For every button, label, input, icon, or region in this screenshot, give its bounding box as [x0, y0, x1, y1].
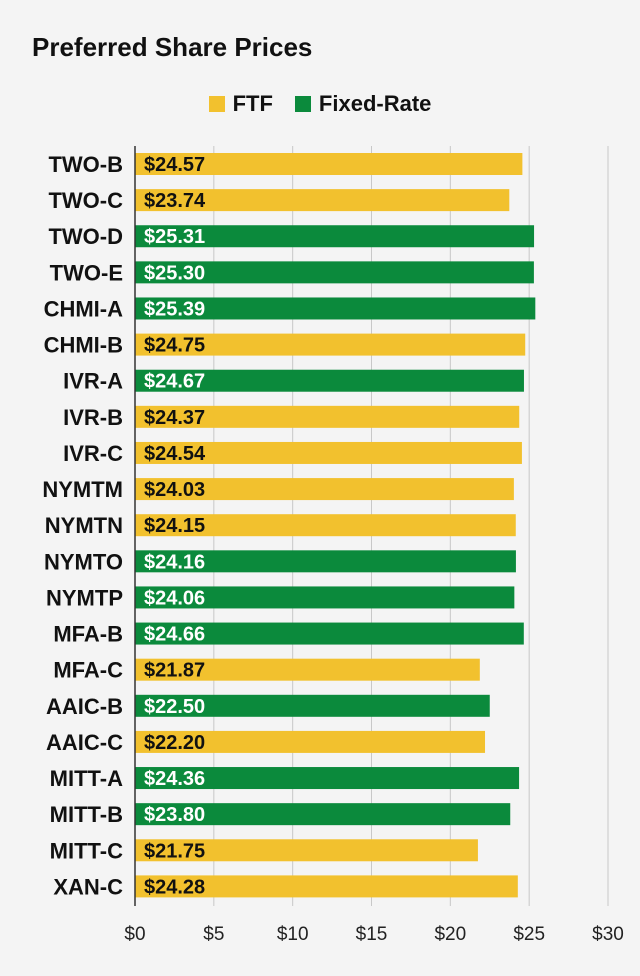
x-tick-label-30: $30 — [592, 924, 624, 945]
value-label-aaic-b: $22.50 — [144, 696, 205, 718]
legend-item-ftf: FTF — [208, 91, 273, 117]
category-label-mfa-b: MFA-B — [53, 622, 123, 647]
category-label-mitt-b: MITT-B — [50, 802, 123, 827]
bar-chmi-b — [135, 333, 526, 356]
value-label-aaic-c: $22.20 — [144, 732, 205, 754]
value-label-nymtn: $24.15 — [144, 515, 205, 537]
bar-ivr-a — [135, 369, 524, 392]
x-tick-label-15: $15 — [356, 924, 388, 945]
category-label-xan-c: XAN-C — [53, 874, 123, 899]
value-label-xan-c: $24.28 — [144, 876, 205, 898]
value-label-mitt-c: $21.75 — [144, 840, 205, 862]
value-label-two-d: $25.31 — [144, 226, 205, 248]
x-tick-label-0: $0 — [124, 924, 145, 945]
bar-xan-c — [135, 875, 518, 898]
category-label-ivr-c: IVR-C — [63, 441, 123, 466]
bar-chmi-a — [135, 297, 536, 320]
category-label-nymtm: NYMTM — [42, 477, 123, 502]
category-label-chmi-a: CHMI-A — [44, 296, 124, 321]
x-tick-label-5: $5 — [203, 924, 224, 945]
category-label-mitt-a: MITT-A — [50, 766, 123, 791]
legend-label-ftf: FTF — [232, 91, 273, 116]
value-label-two-e: $25.30 — [144, 262, 205, 284]
bar-nymtm — [135, 478, 514, 501]
x-tick-label-10: $10 — [277, 924, 309, 945]
bar-mfa-b — [135, 622, 524, 645]
category-label-nymtn: NYMTN — [45, 513, 123, 538]
value-label-two-b: $24.57 — [144, 154, 205, 176]
category-label-chmi-b: CHMI-B — [44, 333, 123, 358]
value-label-ivr-b: $24.37 — [144, 407, 205, 429]
legend-item-fixed-rate: Fixed-Rate — [294, 91, 432, 117]
chart-title: Preferred Share Prices — [32, 32, 313, 62]
category-label-two-d: TWO-D — [48, 224, 123, 249]
bar-ivr-c — [135, 441, 522, 464]
legend: FTF Fixed-Rate — [0, 90, 640, 118]
bar-nymtp — [135, 586, 515, 609]
category-label-nymtp: NYMTP — [46, 585, 123, 610]
category-label-ivr-a: IVR-A — [63, 369, 123, 394]
category-label-ivr-b: IVR-B — [63, 405, 123, 430]
value-label-two-c: $23.74 — [144, 190, 206, 212]
value-label-mfa-b: $24.66 — [144, 624, 205, 646]
bar-ivr-b — [135, 405, 520, 428]
value-label-ivr-a: $24.67 — [144, 371, 205, 393]
legend-swatch-fixed-rate — [294, 96, 311, 112]
value-label-nymtp: $24.06 — [144, 587, 205, 609]
value-label-chmi-b: $24.75 — [144, 335, 205, 357]
category-label-two-c: TWO-C — [48, 188, 123, 213]
value-label-nymtm: $24.03 — [144, 479, 205, 501]
category-label-mitt-c: MITT-C — [50, 838, 123, 863]
value-label-chmi-a: $25.39 — [144, 298, 205, 320]
value-label-nymto: $24.16 — [144, 551, 205, 573]
category-label-mfa-c: MFA-C — [53, 658, 123, 683]
bar-nymto — [135, 550, 516, 573]
bar-mitt-a — [135, 767, 520, 790]
value-label-mitt-b: $23.80 — [144, 804, 205, 826]
bar-two-c — [135, 189, 510, 212]
bar-mitt-c — [135, 839, 478, 862]
category-label-two-e: TWO-E — [50, 260, 123, 285]
x-tick-label-20: $20 — [434, 924, 466, 945]
bar-mitt-b — [135, 803, 511, 826]
category-label-aaic-b: AAIC-B — [46, 694, 123, 719]
value-label-mfa-c: $21.87 — [144, 660, 205, 682]
bar-aaic-b — [135, 694, 490, 717]
category-label-two-b: TWO-B — [48, 152, 123, 177]
legend-label-fixed-rate: Fixed-Rate — [318, 91, 432, 116]
bar-nymtn — [135, 514, 516, 537]
category-label-aaic-c: AAIC-C — [46, 730, 123, 755]
x-tick-label-25: $25 — [513, 924, 545, 945]
bar-two-b — [135, 153, 523, 175]
bar-mfa-c — [135, 658, 480, 681]
legend-swatch-ftf — [208, 96, 225, 112]
bar-two-d — [135, 225, 535, 248]
bar-aaic-c — [135, 730, 486, 753]
value-label-mitt-a: $24.36 — [144, 768, 205, 790]
bar-two-e — [135, 261, 534, 284]
category-label-nymto: NYMTO — [44, 549, 123, 574]
value-label-ivr-c: $24.54 — [144, 443, 206, 465]
